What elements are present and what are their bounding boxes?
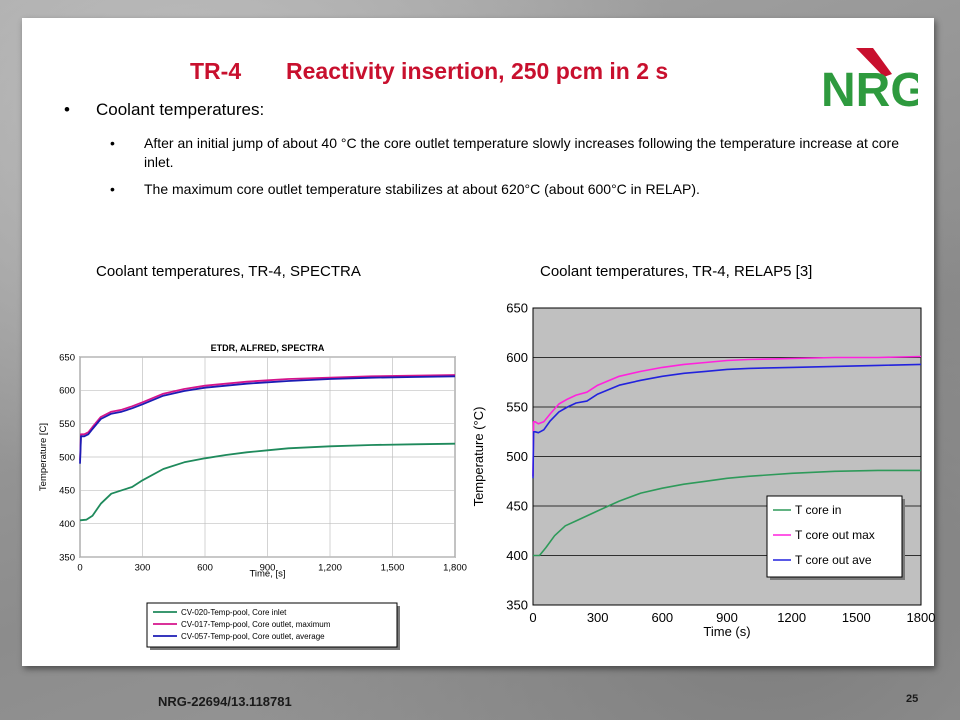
legend-entry: T core in [795, 503, 841, 517]
footer-report-id: NRG-22694/13.118781 [158, 694, 292, 709]
legend-entry: CV-017-Temp-pool, Core outlet, maximum [181, 620, 331, 629]
x-tick-label: 600 [197, 563, 213, 574]
y-tick-label: 350 [59, 552, 75, 563]
x-tick-label: 900 [716, 610, 738, 625]
series-line [79, 375, 456, 464]
bullet-list: Coolant temperatures: After an initial j… [60, 100, 900, 207]
legend-box [146, 602, 398, 648]
y-tick-label: 600 [506, 350, 528, 365]
y-tick-label: 500 [59, 452, 75, 463]
x-tick-label: 300 [135, 563, 151, 574]
x-tick-label: 900 [260, 563, 276, 574]
series-line [533, 469, 921, 557]
x-tick-label: 1,200 [318, 563, 342, 574]
x-tick-label: 1,800 [443, 563, 467, 574]
x-tick-label: 300 [587, 610, 609, 625]
y-tick-label: 650 [59, 352, 75, 363]
legend-entry: CV-020-Temp-pool, Core inlet [181, 608, 287, 617]
y-tick-label: 500 [506, 449, 528, 464]
series-line [532, 363, 922, 479]
y-tick-label: 550 [506, 400, 528, 415]
slide-title-text: Reactivity insertion, 250 pcm in 2 s [286, 58, 669, 84]
y-tick-label: 400 [59, 519, 75, 530]
y-tick-label: 450 [59, 486, 75, 497]
legend-entry: CV-057-Temp-pool, Core outlet, average [181, 632, 325, 641]
y-tick-label: 600 [59, 386, 75, 397]
x-tick-label: 1,500 [381, 563, 405, 574]
y-axis-label: Temperature (°C) [471, 407, 486, 507]
sub-bullet-2: The maximum core outlet temperature stab… [60, 180, 900, 199]
chart-title: ETDR, ALFRED, SPECTRA [211, 343, 325, 353]
spectra-chart: 350 400 450 500 550 600 650 0 300 600 900 1,200 1,50… [38, 343, 467, 650]
caption-right: Coolant temperatures, TR-4, RELAP5 [3] [540, 263, 813, 280]
page-number: 25 [906, 693, 919, 705]
relap-chart: 350 400 450 500 550 600 650 0 300 600 900 1200 1500 1… [471, 301, 935, 639]
legend-entry: T core out max [795, 528, 875, 542]
slide-title: TR-4 Reactivity insertion, 250 pcm in 2 s [190, 58, 668, 85]
y-tick-label: 450 [506, 499, 528, 514]
x-axis-label: Time (s) [703, 624, 750, 639]
x-tick-label: 0 [529, 610, 536, 625]
x-tick-label: 1200 [777, 610, 806, 625]
logo-red-stroke [856, 48, 892, 77]
y-tick-label: 350 [506, 598, 528, 613]
bullet-main: Coolant temperatures: [60, 100, 900, 120]
x-tick-label: 1800 [907, 610, 935, 625]
x-axis-label: Time, [s] [249, 569, 285, 580]
series-line [532, 355, 922, 477]
legend-entry: T core out ave [795, 553, 872, 567]
y-axis-label: Temperature [C] [38, 423, 49, 491]
x-tick-label: 600 [651, 610, 673, 625]
y-tick-label: 650 [506, 301, 528, 316]
y-tick-label: 400 [506, 548, 528, 563]
caption-left: Coolant temperatures, TR-4, SPECTRA [96, 263, 361, 280]
x-tick-label: 0 [77, 563, 82, 574]
series-line [79, 374, 456, 461]
sub-bullet-1: After an initial jump of about 40 °C the… [60, 134, 900, 172]
x-tick-label: 1500 [842, 610, 871, 625]
slide-title-number: TR-4 [190, 58, 242, 84]
y-tick-label: 550 [59, 419, 75, 430]
series-line [79, 442, 456, 522]
